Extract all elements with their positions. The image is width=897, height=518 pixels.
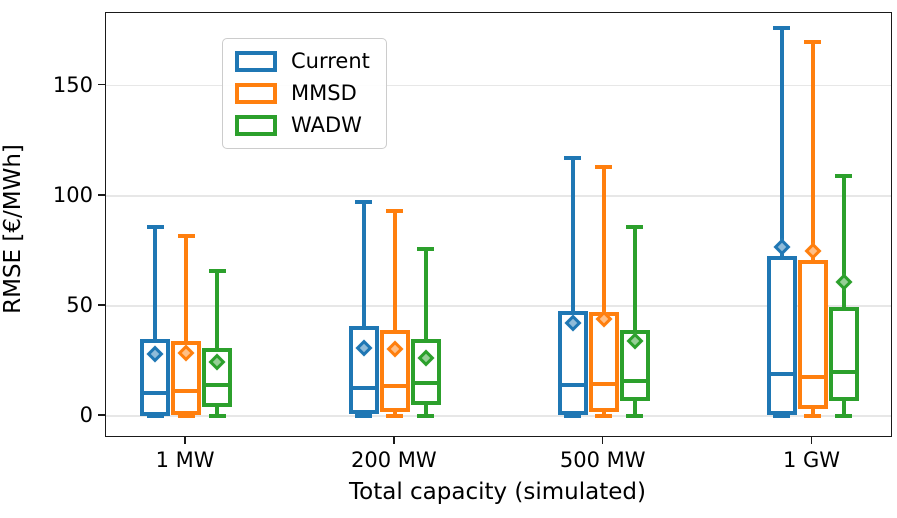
whisker-cap (208, 414, 226, 419)
median-line (619, 378, 650, 383)
whisker-cap (146, 414, 164, 419)
y-tick-label: 50 (66, 293, 93, 318)
median-line (588, 382, 619, 387)
legend-entry: WADW (235, 114, 370, 137)
gridline (106, 195, 891, 197)
y-tick-label: 0 (79, 403, 93, 428)
median-line (557, 383, 588, 388)
legend-swatch (235, 115, 277, 136)
whisker-cap (804, 414, 821, 419)
mean-marker (835, 273, 852, 291)
median-line (410, 381, 441, 386)
y-tick-mark (98, 414, 105, 416)
box (828, 307, 859, 401)
legend-entry: Current (235, 50, 370, 73)
mean-marker (773, 238, 790, 256)
legend-swatch (235, 83, 277, 104)
whisker-stem (392, 211, 397, 417)
box (348, 326, 379, 414)
legend-label: WADW (291, 113, 362, 137)
plot-area: Current MMSD WADW (105, 12, 892, 437)
whisker-cap (626, 414, 644, 419)
whisker-stem (423, 248, 428, 417)
gridline (106, 84, 891, 87)
x-tick-label: 1 GW (782, 448, 841, 472)
whisker-cap (564, 414, 582, 419)
x-tick-mark (601, 436, 604, 444)
legend-label: Current (291, 49, 370, 73)
median-line (140, 391, 171, 396)
box (797, 259, 828, 410)
median-line (202, 383, 233, 388)
whisker-cap (595, 165, 613, 170)
whisker-cap (773, 26, 790, 31)
whisker-cap (177, 414, 195, 419)
whisker-stem (184, 235, 189, 417)
legend-entry: MMSD (235, 82, 370, 105)
whisker-cap (386, 414, 404, 419)
x-tick-label: 1 MW (155, 448, 215, 472)
gridline (106, 415, 891, 417)
whisker-cap (208, 268, 226, 273)
y-tick-label: 150 (52, 72, 93, 97)
median-line (379, 384, 410, 389)
whisker-stem (601, 167, 606, 417)
mean-marker (804, 242, 821, 260)
x-tick-mark (393, 436, 395, 444)
whisker-cap (835, 174, 852, 179)
x-tick-label: 500 MW (559, 448, 646, 472)
whisker-stem (632, 226, 637, 417)
whisker-stem (153, 226, 158, 417)
whisker-cap (626, 224, 644, 229)
whisker-cap (355, 414, 373, 419)
y-tick-mark (98, 83, 105, 86)
whisker-stem (361, 202, 366, 417)
x-tick-mark (184, 436, 186, 444)
whisker-cap (835, 414, 852, 419)
box (619, 330, 650, 401)
whisker-cap (595, 414, 613, 419)
whisker-stem (841, 176, 846, 417)
whisker-cap (804, 39, 821, 44)
whisker-stem (779, 28, 784, 417)
whisker-cap (773, 414, 790, 419)
whisker-cap (177, 233, 195, 238)
median-line (348, 385, 379, 390)
x-tick-label: 200 MW (351, 448, 437, 472)
gridline (106, 305, 891, 307)
x-tick-mark (810, 436, 813, 444)
median-line (828, 370, 859, 375)
legend: Current MMSD WADW (222, 38, 387, 149)
y-axis-title: RMSE [€/MWh] (0, 144, 26, 314)
y-tick-mark (98, 304, 105, 306)
median-line (766, 372, 797, 377)
box (766, 255, 797, 415)
whisker-stem (570, 158, 575, 417)
whisker-cap (386, 209, 404, 214)
x-axis-title: Total capacity (simulated) (349, 479, 646, 505)
whisker-cap (146, 224, 164, 229)
whisker-cap (417, 246, 435, 251)
legend-label: MMSD (291, 81, 357, 105)
whisker-stem (215, 270, 220, 417)
whisker-stem (810, 41, 815, 417)
legend-swatch (235, 51, 277, 72)
whisker-cap (355, 200, 373, 205)
y-tick-label: 100 (52, 182, 93, 207)
median-line (797, 374, 828, 379)
whisker-cap (417, 414, 435, 419)
whisker-cap (564, 156, 582, 161)
box (140, 339, 171, 416)
y-tick-mark (98, 194, 105, 196)
median-line (171, 388, 202, 393)
